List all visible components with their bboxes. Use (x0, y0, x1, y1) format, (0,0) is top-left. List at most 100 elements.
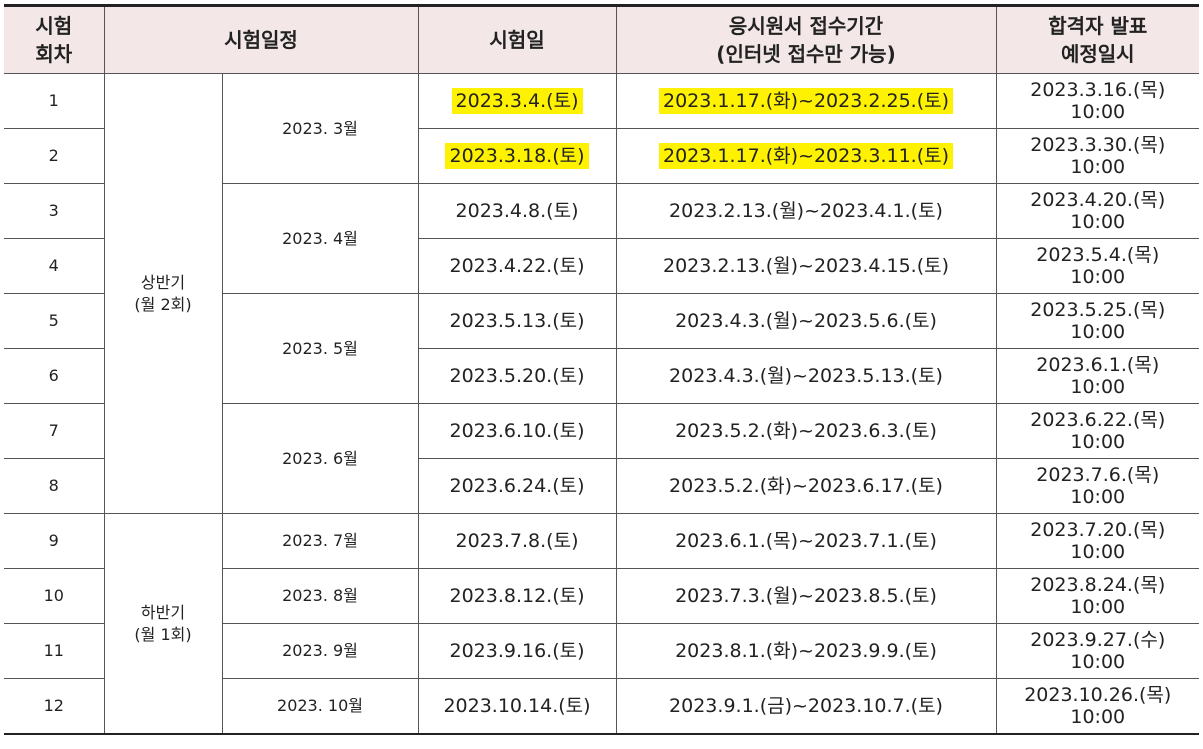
table-row: 8 2023.6.24.(토) 2023.5.2.(화)~2023.6.17.(토)… (4, 458, 1200, 514)
cell-text: 10:00 (1070, 101, 1126, 123)
cell-text: (월 1회) (134, 624, 192, 644)
header-cell: 응시원서 접수기간 (인터넷 접수만 가능) (615, 5, 997, 74)
cell-text: 2023.6.1.(목) (1036, 354, 1160, 376)
announcement-cell: 2023.5.4.(목) 10:00 (995, 238, 1200, 294)
round-cell: 8 (4, 458, 105, 514)
exam-date-cell: 2023.5.13.(토) (417, 293, 617, 349)
cell-text: 2023.7.8.(토) (455, 530, 579, 552)
half-cell: 하반기 (월 1회) (103, 513, 223, 735)
cell-text: 2023.5.13.(토) (449, 310, 585, 332)
table-row: 11 2023. 9월 2023.9.16.(토) 2023.8.1.(화)~2023… (4, 623, 1200, 679)
exam-date-cell: 2023.6.10.(토) (417, 403, 617, 459)
exam-date-cell: 2023.10.14.(토) (417, 678, 617, 735)
period-cell: 2023.6.1.(목)~2023.7.1.(토) (615, 513, 997, 569)
cell-text: 10:00 (1070, 321, 1126, 343)
cell-text: 2023.8.24.(목) (1030, 574, 1166, 596)
cell-text: 10:00 (1070, 211, 1126, 233)
cell-text: 2023.6.24.(토) (449, 475, 585, 497)
cell-text: (월 2회) (134, 294, 192, 314)
round-cell: 2 (4, 128, 105, 184)
period-cell: 2023.2.13.(월)~2023.4.1.(토) (615, 183, 997, 239)
announcement-cell: 2023.10.26.(목) 10:00 (995, 678, 1200, 735)
round-cell: 12 (4, 678, 105, 735)
header-cell: 합격자 발표 예정일시 (995, 5, 1200, 74)
period-cell: 2023.4.3.(월)~2023.5.6.(토) (615, 293, 997, 349)
cell-text: 시험 (35, 14, 73, 38)
period-cell: 2023.1.17.(화)~2023.2.25.(토) (615, 73, 997, 129)
round-cell: 7 (4, 403, 105, 459)
cell-text: 2023.1.17.(화)~2023.3.11.(토) (659, 143, 954, 169)
cell-text: 시험일 (489, 28, 545, 52)
round-cell: 10 (4, 568, 105, 624)
exam-date-cell: 2023.9.16.(토) (417, 623, 617, 679)
cell-text: 2023.6.1.(목)~2023.7.1.(토) (675, 530, 937, 552)
exam-date-cell: 2023.4.8.(토) (417, 183, 617, 239)
period-cell: 2023.7.3.(월)~2023.8.5.(토) (615, 568, 997, 624)
cell-text: 응시원서 접수기간 (728, 14, 884, 38)
cell-text: (인터넷 접수만 가능) (716, 42, 896, 66)
cell-text: 2023.2.13.(월)~2023.4.15.(토) (663, 255, 950, 277)
cell-text: 2023.6.10.(토) (449, 420, 585, 442)
cell-text: 2023.4.22.(토) (449, 255, 585, 277)
cell-text: 2023.4.3.(월)~2023.5.6.(토) (675, 310, 937, 332)
period-cell: 2023.4.3.(월)~2023.5.13.(토) (615, 348, 997, 404)
month-cell: 2023. 4월 (221, 183, 419, 294)
cell-text: 2023.7.3.(월)~2023.8.5.(토) (675, 585, 937, 607)
cell-text: 10:00 (1070, 596, 1126, 618)
cell-text: 2023.6.22.(목) (1030, 409, 1166, 431)
period-cell: 2023.5.2.(화)~2023.6.3.(토) (615, 403, 997, 459)
exam-date-cell: 2023.7.8.(토) (417, 513, 617, 569)
exam-date-cell: 2023.4.22.(토) (417, 238, 617, 294)
period-cell: 2023.5.2.(화)~2023.6.17.(토) (615, 458, 997, 514)
cell-text: 하반기 (140, 602, 186, 622)
announcement-cell: 2023.8.24.(목) 10:00 (995, 568, 1200, 624)
cell-text: 2023.10.26.(목) (1024, 684, 1172, 706)
month-cell: 2023. 9월 (221, 623, 419, 679)
cell-text: 10:00 (1070, 431, 1126, 453)
cell-text: 2023.9.16.(토) (449, 640, 585, 662)
announcement-cell: 2023.5.25.(목) 10:00 (995, 293, 1200, 349)
cell-text: 2023.5.25.(목) (1030, 299, 1166, 321)
header-cell: 시험일정 (103, 5, 419, 74)
round-cell: 9 (4, 513, 105, 569)
round-cell: 4 (4, 238, 105, 294)
month-cell: 2023. 6월 (221, 403, 419, 514)
month-cell: 2023. 3월 (221, 73, 419, 184)
exam-date-cell: 2023.8.12.(토) (417, 568, 617, 624)
cell-text: 10:00 (1070, 376, 1126, 398)
month-cell: 2023. 5월 (221, 293, 419, 404)
cell-text: 2023.5.2.(화)~2023.6.3.(토) (675, 420, 937, 442)
round-cell: 6 (4, 348, 105, 404)
exam-date-cell: 2023.5.20.(토) (417, 348, 617, 404)
cell-text: 2023.7.20.(목) (1030, 519, 1166, 541)
cell-text: 2023.4.8.(토) (455, 200, 579, 222)
cell-text: 10:00 (1070, 156, 1126, 178)
round-cell: 3 (4, 183, 105, 239)
table-row: 9 하반기 (월 1회) 2023. 7월 2023.7.8.(토) 2023.6.1.(… (4, 513, 1200, 735)
cell-text: 10:00 (1070, 266, 1126, 288)
round-cell: 5 (4, 293, 105, 349)
cell-text: 2023.2.13.(월)~2023.4.1.(토) (669, 200, 943, 222)
period-cell: 2023.1.17.(화)~2023.3.11.(토) (615, 128, 997, 184)
cell-text: 2023.9.27.(수) (1030, 629, 1166, 651)
cell-text: 합격자 발표 (1048, 14, 1148, 38)
announcement-cell: 2023.3.16.(목) 10:00 (995, 73, 1200, 129)
exam-date-cell: 2023.6.24.(토) (417, 458, 617, 514)
cell-text: 회차 (35, 42, 73, 66)
half-cell: 상반기 (월 2회) (103, 73, 223, 514)
announcement-cell: 2023.3.30.(목) 10:00 (995, 128, 1200, 184)
cell-text: 2023.8.1.(화)~2023.9.9.(토) (675, 640, 937, 662)
cell-text: 10:00 (1070, 706, 1126, 728)
cell-text: 2023.8.12.(토) (449, 585, 585, 607)
table-row: 12 2023. 10월 2023.10.14.(토) 2023.9.1.(금)~20… (4, 678, 1200, 735)
cell-text: 상반기 (140, 272, 186, 292)
period-cell: 2023.8.1.(화)~2023.9.9.(토) (615, 623, 997, 679)
header-cell: 시험일 (417, 5, 617, 74)
cell-text: 2023.4.20.(목) (1030, 189, 1166, 211)
announcement-cell: 2023.6.1.(목) 10:00 (995, 348, 1200, 404)
announcement-cell: 2023.9.27.(수) 10:00 (995, 623, 1200, 679)
exam-date-cell: 2023.3.18.(토) (417, 128, 617, 184)
